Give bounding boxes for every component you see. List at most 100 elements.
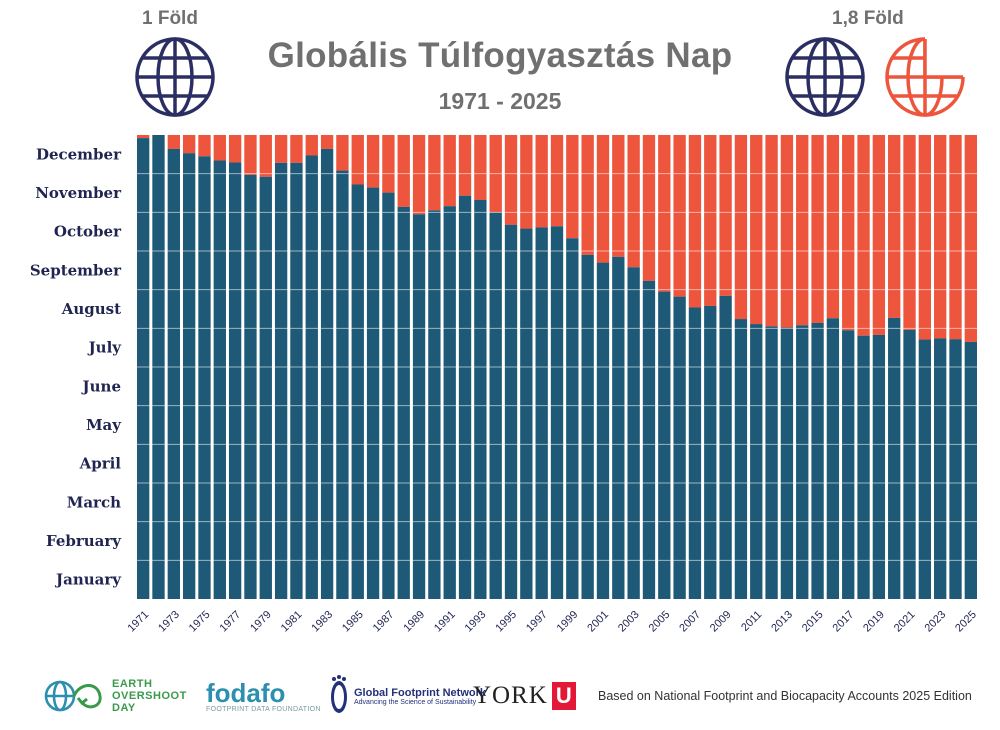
bar-before-overshoot-2002 [612,256,625,599]
bar-before-overshoot-1995 [504,224,518,599]
bar-before-overshoot-1981 [290,162,303,599]
bar-before-overshoot-1989 [412,214,426,599]
bar-after-overshoot-1979 [259,135,272,177]
bar-after-overshoot-2005 [658,135,671,292]
bar-after-overshoot-2015 [811,135,824,323]
bar-after-overshoot-2012 [765,135,778,327]
bar-before-overshoot-2003 [627,267,640,599]
earths-needed-label: 1,8 Föld [832,8,904,29]
y-tick-label-may: May [86,416,122,434]
y-tick-label-november: November [35,184,122,202]
bar-after-overshoot-1985 [351,135,364,185]
earth-overshoot-day-logo: EARTH OVERSHOOT DAY [42,668,187,724]
bar-after-overshoot-1976 [213,135,226,161]
eo-line-1: EARTH [112,678,153,690]
x-tick-label-2017: 2017 [831,609,857,635]
bar-before-overshoot-1979 [259,176,272,599]
bar-before-overshoot-1974 [182,153,196,600]
x-tick-label-1985: 1985 [340,609,366,635]
bar-before-overshoot-2004 [642,280,656,599]
bar-before-overshoot-2020 [888,317,901,599]
bar-before-overshoot-1993 [474,199,487,599]
bar-before-overshoot-1987 [382,192,395,600]
x-tick-label-1977: 1977 [217,609,243,635]
x-tick-label-1987: 1987 [371,609,397,635]
x-tick-label-2005: 2005 [647,609,673,635]
york-wordmark: YORK [473,682,548,709]
bar-before-overshoot-1986 [366,187,380,599]
bar-before-overshoot-2015 [811,322,824,599]
x-tick-label-1981: 1981 [279,609,305,635]
bar-before-overshoot-1999 [566,238,579,599]
bar-before-overshoot-2000 [581,254,594,599]
bar-before-overshoot-1975 [198,156,211,599]
fodafo-subtitle: FOOTPRINT DATA FOUNDATION [206,705,321,713]
bar-before-overshoot-2018 [857,335,870,599]
x-tick-label-1975: 1975 [187,609,213,635]
x-tick-label-2001: 2001 [585,609,611,635]
data-source-text: Based on National Footprint and Biocapac… [598,689,972,703]
bar-after-overshoot-1986 [366,135,380,188]
york-u-mark: U [551,682,576,710]
x-tick-label-2023: 2023 [923,609,949,635]
chart-subtitle: 1971 - 2025 [438,88,562,114]
bar-after-overshoot-1974 [182,135,196,154]
bar-after-overshoot-2011 [750,135,763,325]
bar-after-overshoot-2007 [688,135,702,308]
x-tick-label-1979: 1979 [248,609,274,635]
bar-before-overshoot-2013 [780,327,794,599]
bar-after-overshoot-2019 [872,135,886,335]
bar-before-overshoot-1992 [458,195,472,599]
bar-before-overshoot-1982 [305,155,318,600]
bar-before-overshoot-1997 [535,227,548,599]
bar-before-overshoot-2023 [934,338,947,599]
bar-before-overshoot-2009 [719,295,732,599]
x-tick-label-2013: 2013 [769,609,795,635]
bar-after-overshoot-2023 [934,135,947,339]
bar-before-overshoot-2019 [872,334,886,599]
eo-line-2: OVERSHOOT [112,690,187,702]
bar-after-overshoot-1978 [244,135,257,175]
x-tick-label-1973: 1973 [156,609,182,635]
y-tick-label-february: February [46,532,122,550]
bar-after-overshoot-2024 [949,135,962,340]
global-footprint-network-logo: Global Footprint Network Advancing the S… [328,668,486,724]
bar-before-overshoot-1980 [274,162,288,599]
x-tick-label-2021: 2021 [892,609,918,635]
bar-before-overshoot-2012 [765,326,778,599]
bar-after-overshoot-2002 [612,135,625,257]
bar-before-overshoot-2021 [903,329,916,599]
x-tick-label-2009: 2009 [708,609,734,635]
bar-after-overshoot-1990 [428,135,441,211]
one-earth-label: 1 Föld [142,8,198,29]
gfn-tagline: Advancing the Science of Sustainability [354,698,477,706]
bar-after-overshoot-2020 [888,135,901,318]
bar-after-overshoot-1971 [137,135,150,139]
bar-after-overshoot-1989 [412,135,426,215]
x-tick-label-2003: 2003 [616,609,642,635]
bar-after-overshoot-1991 [443,135,456,207]
york-university-logo: YORK U [473,668,576,724]
bar-after-overshoot-1983 [320,135,334,149]
bar-after-overshoot-2006 [673,135,686,297]
bar-after-overshoot-1987 [382,135,395,193]
bar-after-overshoot-1988 [397,135,410,207]
bar-after-overshoot-1996 [520,135,533,229]
bar-after-overshoot-2016 [826,135,840,319]
y-tick-label-march: March [67,493,121,511]
x-tick-label-2015: 2015 [800,609,826,635]
bar-before-overshoot-2024 [949,339,962,599]
bar-before-overshoot-2014 [796,325,809,599]
bar-after-overshoot-1982 [305,135,318,156]
bar-before-overshoot-2011 [750,324,763,599]
bar-before-overshoot-1998 [550,226,564,599]
bar-after-overshoot-1992 [458,135,472,196]
bar-before-overshoot-1996 [520,228,533,599]
earth-overshoot-logo-icon [44,680,102,712]
bar-before-overshoot-1973 [167,148,180,600]
bar-before-overshoot-1978 [244,174,257,599]
bar-after-overshoot-1980 [274,135,288,163]
bar-before-overshoot-2005 [658,291,671,599]
footprint-icon [331,675,347,713]
eo-line-3: DAY [112,702,136,714]
